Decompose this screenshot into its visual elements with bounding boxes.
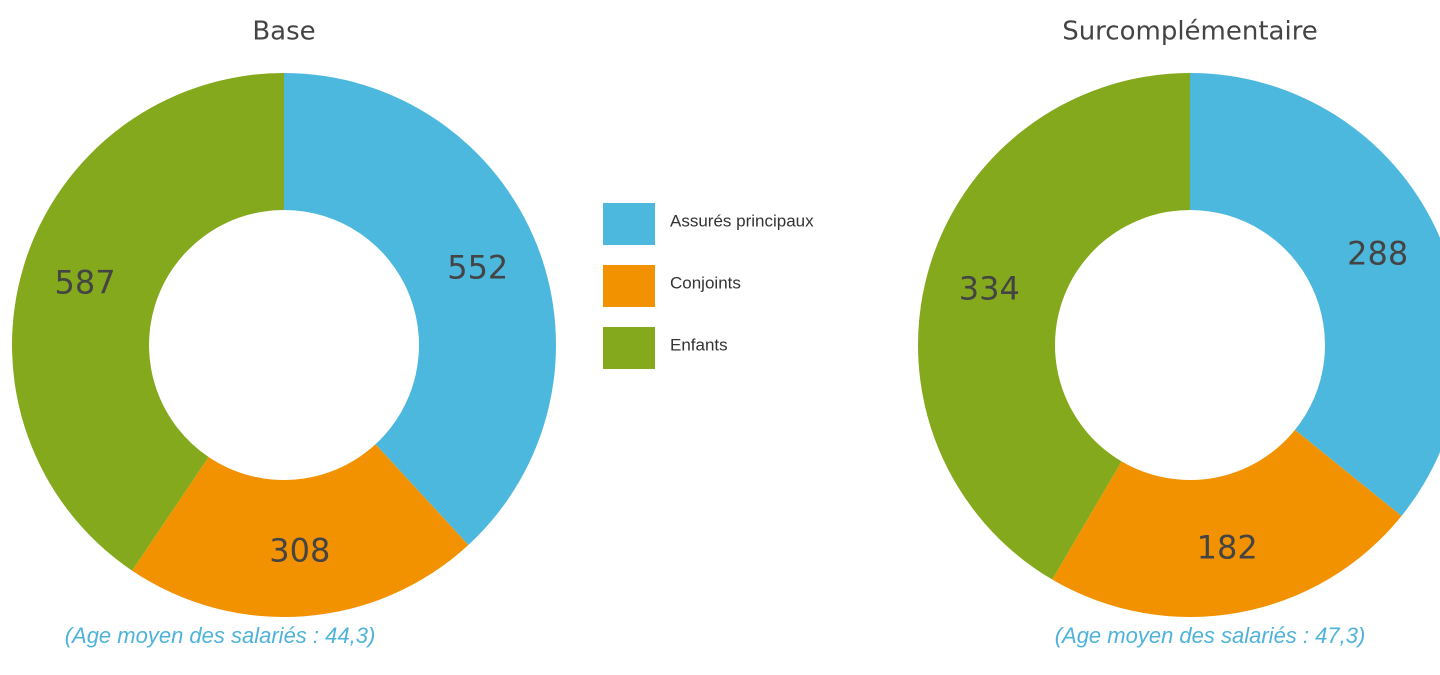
donut-slice: [1190, 73, 1440, 517]
chart-title: Surcomplémentaire: [1062, 17, 1318, 47]
donut-slice: [1052, 429, 1402, 618]
donut-slice: [918, 73, 1190, 580]
footnote: (Age moyen des salariés : 47,3): [1055, 623, 1366, 648]
data-label: 587: [55, 263, 116, 301]
legend-label: Conjoints: [670, 273, 741, 292]
legend-swatch: [603, 265, 655, 307]
legend-swatch: [603, 327, 655, 369]
legend-label: Assurés principaux: [670, 211, 814, 230]
donut-slice: [11, 73, 284, 571]
data-label: 552: [447, 248, 508, 286]
data-label: 288: [1347, 234, 1408, 272]
data-label: 334: [959, 269, 1020, 307]
legend-swatch: [603, 203, 655, 245]
legend-label: Enfants: [670, 335, 728, 354]
footnote: (Age moyen des salariés : 44,3): [65, 623, 376, 648]
data-label: 308: [269, 531, 330, 569]
data-label: 182: [1197, 529, 1258, 567]
chart-title: Base: [252, 17, 315, 47]
donut-slice: [284, 73, 556, 546]
donut-slice: [132, 444, 469, 618]
